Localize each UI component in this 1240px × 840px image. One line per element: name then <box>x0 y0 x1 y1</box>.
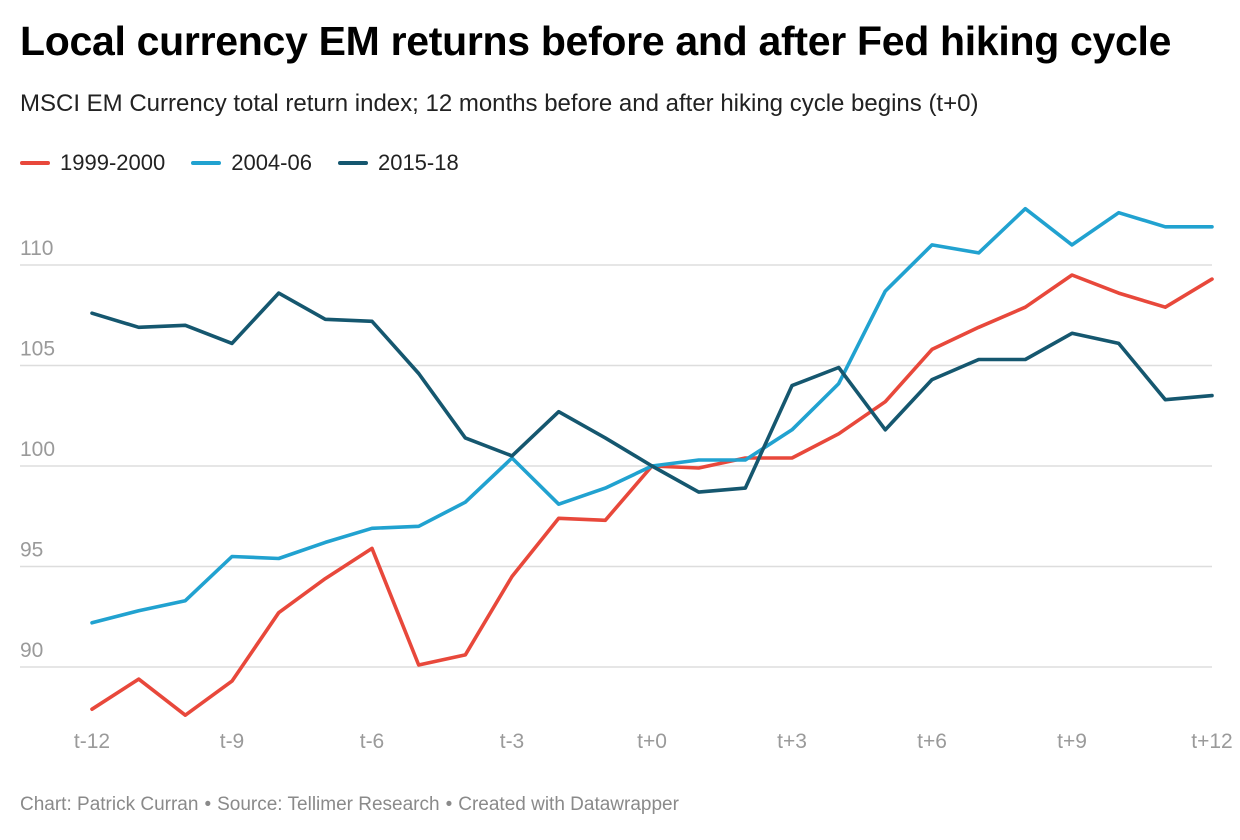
line-chart: 90 95 100 105 110 t-12 t-9 t-6 t-3 t+0 t+3 t+6 t+9 t+… <box>20 206 1233 753</box>
legend-item-2015-18: 2015-18 <box>337 150 459 176</box>
chart-title: Local currency EM returns before and aft… <box>20 18 1172 64</box>
y-tick-label-110: 110 <box>20 237 53 260</box>
chart-subtitle: MSCI EM Currency total return index; 12 … <box>20 90 979 117</box>
x-tick-label-t-12: t-12 <box>74 730 110 753</box>
x-tick-label-t+12: t+12 <box>1191 730 1232 753</box>
series-line-1999-2000 <box>90 273 1214 718</box>
chart-legend: 1999-2000 2004-06 2015-18 <box>20 150 459 176</box>
legend-swatch-1999-2000 <box>20 161 50 165</box>
x-tick-label-t-9: t-9 <box>220 730 245 753</box>
legend-label-2004-06: 2004-06 <box>231 150 312 175</box>
legend-item-1999-2000: 1999-2000 <box>20 150 165 176</box>
footer-created-with: Created with Datawrapper <box>458 794 679 815</box>
y-tick-label-100: 100 <box>20 438 55 461</box>
legend-item-2004-06: 2004-06 <box>191 150 312 176</box>
x-tick-label-t-3: t-3 <box>500 730 525 753</box>
legend-label-1999-2000: 1999-2000 <box>60 150 166 175</box>
y-tick-label-95: 95 <box>20 539 43 562</box>
x-tick-label-t+6: t+6 <box>917 730 947 753</box>
series-line-2015-18 <box>90 291 1214 494</box>
footer-source: Source: Tellimer Research <box>217 794 440 815</box>
x-tick-label-t-6: t-6 <box>360 730 385 753</box>
series-line-2004-06 <box>90 206 1214 625</box>
x-tick-label-t+9: t+9 <box>1057 730 1087 753</box>
footer-chart-credit: Chart: Patrick Curran <box>20 794 199 815</box>
footer-separator: • <box>204 794 212 815</box>
y-tick-label-105: 105 <box>20 338 55 361</box>
chart-footer: Chart: Patrick Curran • Source: Tellimer R… <box>20 794 679 816</box>
x-tick-label-t+0: t+0 <box>637 730 667 753</box>
y-tick-label-90: 90 <box>20 639 43 662</box>
legend-label-2015-18: 2015-18 <box>377 150 459 175</box>
legend-swatch-2015-18 <box>337 161 368 165</box>
footer-separator: • <box>445 794 453 815</box>
legend-swatch-2004-06 <box>191 161 222 165</box>
x-tick-label-t+3: t+3 <box>777 730 807 753</box>
